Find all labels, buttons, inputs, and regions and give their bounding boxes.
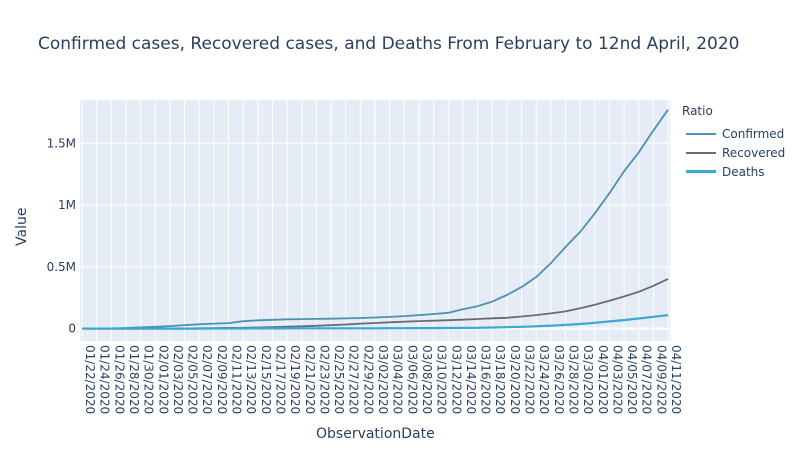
x-tick-label: 03/30/2020 (581, 345, 595, 414)
x-tick-label: 04/03/2020 (610, 345, 624, 414)
x-tick-label: 01/26/2020 (112, 345, 126, 414)
x-tick-label: 03/22/2020 (523, 345, 537, 414)
x-tick-label: 03/28/2020 (566, 345, 580, 414)
x-tick-label: 02/19/2020 (288, 345, 302, 414)
x-tick-label: 04/01/2020 (596, 345, 610, 414)
x-tick-label: 02/09/2020 (215, 345, 229, 414)
x-tick-label: 02/01/2020 (156, 345, 170, 414)
x-tick-label: 02/23/2020 (317, 345, 331, 414)
y-axis-label: Value (14, 207, 30, 246)
x-tick-label: 03/20/2020 (508, 345, 522, 414)
legend-title: Ratio (682, 104, 713, 118)
legend-item-deaths[interactable]: Deaths (682, 162, 785, 181)
x-tick-label: 03/12/2020 (449, 345, 463, 414)
x-tick-label: 03/24/2020 (537, 345, 551, 414)
legend-label-confirmed: Confirmed (722, 126, 785, 141)
x-tick-label: 03/08/2020 (420, 345, 434, 414)
x-tick-label: 03/14/2020 (464, 345, 478, 414)
legend-item-recovered[interactable]: Recovered (682, 143, 785, 162)
x-tick-label: 01/28/2020 (127, 345, 141, 414)
x-tick-label: 03/26/2020 (552, 345, 566, 414)
legend-item-confirmed[interactable]: Confirmed (682, 124, 785, 143)
x-tick-label: 01/22/2020 (83, 345, 97, 414)
chart-title: Confirmed cases, Recovered cases, and De… (38, 34, 740, 54)
x-tick-label: 04/11/2020 (669, 345, 683, 414)
x-tick-label: 02/29/2020 (361, 345, 375, 414)
legend-label-recovered: Recovered (722, 145, 786, 160)
x-tick-label: 02/13/2020 (244, 345, 258, 414)
x-tick-label: 02/11/2020 (230, 345, 244, 414)
x-tick-label: 03/10/2020 (435, 345, 449, 414)
x-tick-label: 04/07/2020 (640, 345, 654, 414)
series-line-confirmed[interactable] (81, 109, 669, 330)
y-tick-label: 1.5M (47, 136, 76, 150)
x-tick-label: 02/27/2020 (347, 345, 361, 414)
x-tick-label: 01/24/2020 (98, 345, 112, 414)
x-tick-label: 03/16/2020 (479, 345, 493, 414)
x-tick-label: 02/21/2020 (303, 345, 317, 414)
x-tick-label: 03/18/2020 (493, 345, 507, 414)
grid-layer (80, 100, 670, 341)
x-tick-label: 02/03/2020 (171, 345, 185, 414)
series-line-deaths[interactable] (82, 314, 669, 330)
y-tick-label: 1M (58, 198, 76, 212)
x-tick-layer: 01/22/2020 01/24/2020 01/26/2020 01/28/2020… (83, 345, 683, 414)
y-tick-layer: 0 0.5M 1M 1.5M (47, 136, 76, 335)
series-layer (81, 109, 669, 330)
x-tick-label: 01/30/2020 (142, 345, 156, 414)
legend-swatch-recovered (686, 151, 716, 154)
x-tick-label: 04/05/2020 (625, 345, 639, 414)
legend: Ratio Confirmed Recovered Deaths (682, 104, 785, 181)
x-tick-label: 02/25/2020 (332, 345, 346, 414)
x-tick-label: 03/04/2020 (391, 345, 405, 414)
x-tick-label: 02/05/2020 (186, 345, 200, 414)
legend-swatch-confirmed (686, 132, 716, 135)
y-tick-label: 0 (68, 322, 76, 336)
x-axis-label: ObservationDate (316, 426, 435, 442)
x-tick-label: 03/02/2020 (376, 345, 390, 414)
x-tick-label: 02/07/2020 (200, 345, 214, 414)
x-tick-label: 02/15/2020 (259, 345, 273, 414)
x-tick-label: 04/09/2020 (654, 345, 668, 414)
legend-label-deaths: Deaths (722, 164, 765, 179)
y-tick-label: 0.5M (47, 260, 76, 274)
x-tick-label: 02/17/2020 (273, 345, 287, 414)
x-tick-label: 03/06/2020 (405, 345, 419, 414)
legend-swatch-deaths (686, 170, 716, 173)
